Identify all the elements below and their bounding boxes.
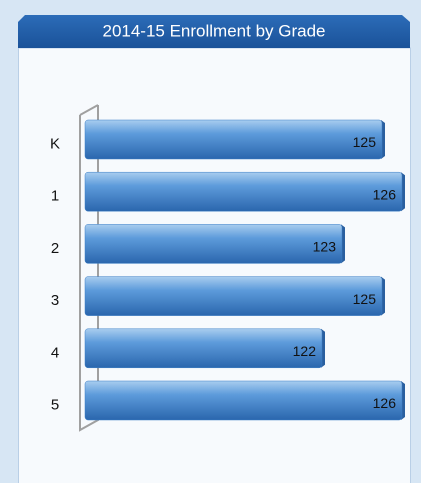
y-tick-label: 1 xyxy=(51,188,59,205)
value-label: 125 xyxy=(353,291,377,307)
value-label: 126 xyxy=(373,395,397,411)
value-label: 122 xyxy=(293,343,317,359)
y-tick-label: 3 xyxy=(51,292,59,309)
bar xyxy=(84,276,383,316)
bar xyxy=(84,119,383,160)
value-label: 126 xyxy=(373,186,397,202)
y-tick-label: 4 xyxy=(51,344,59,361)
header xyxy=(18,15,410,48)
y-tick-label: 5 xyxy=(51,396,59,413)
bar xyxy=(84,328,323,369)
chart-title: 2014-15 Enrollment by Grade xyxy=(102,21,325,40)
bar xyxy=(84,380,403,421)
bar xyxy=(84,224,343,264)
value-label: 125 xyxy=(353,134,377,150)
value-label: 123 xyxy=(313,239,337,255)
y-tick-label: K xyxy=(50,135,60,152)
bar xyxy=(84,171,403,212)
y-tick-label: 2 xyxy=(51,240,59,257)
